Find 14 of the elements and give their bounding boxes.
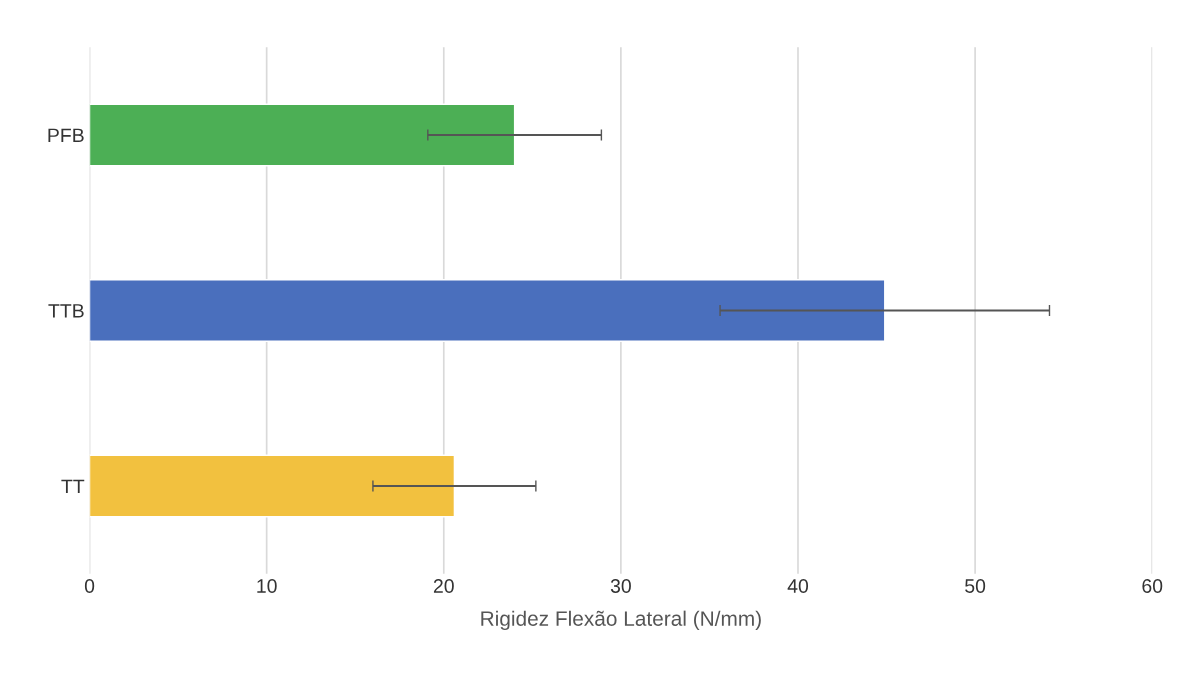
x-tick-label: 60 xyxy=(1142,579,1163,593)
bar xyxy=(89,279,886,342)
x-tick-label: 0 xyxy=(84,579,95,593)
x-tick-label: 50 xyxy=(965,579,986,593)
y-tick-label: TT xyxy=(61,479,85,494)
x-tick-label: 20 xyxy=(433,579,454,593)
x-tick-label: 10 xyxy=(257,579,277,593)
bar xyxy=(89,103,516,167)
x-tick-label: 30 xyxy=(610,579,631,593)
y-tick-label: PFB xyxy=(48,128,84,143)
x-tick-label: 40 xyxy=(787,579,809,593)
y-tick-label: TTB xyxy=(48,304,84,318)
bar xyxy=(89,454,456,518)
x-axis-title: Rigidez Flexão Lateral (N/mm) xyxy=(481,610,761,631)
